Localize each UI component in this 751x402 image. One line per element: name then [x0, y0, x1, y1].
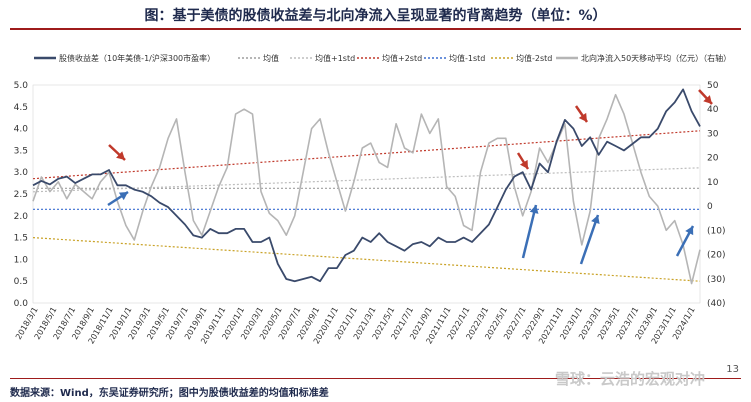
left-tick-label: 3.5 [14, 146, 28, 156]
footer-divider [10, 378, 741, 379]
right-tick-label: (30) [707, 275, 725, 285]
chart: 股债收益差（10年美债-1/沪深300市盈率） 均值 均值+1std 均值+2std 均… [14, 53, 732, 346]
chart-title: 图：基于美债的股债收益差与北向净流入呈现显著的背离趋势（单位：%） [144, 8, 607, 24]
right-tick-label: (20) [707, 251, 725, 261]
left-tick-label: 4.5 [14, 103, 28, 113]
red-arrow-head [578, 112, 587, 122]
right-tick-label: 10 [707, 178, 719, 188]
left-tick-label: 2.5 [14, 190, 28, 200]
right-tick-label: (10) [707, 226, 725, 236]
left-tick-label: 2.0 [14, 212, 29, 222]
legend-label: 均值-1std [449, 53, 485, 63]
blue-arrow-head [118, 192, 128, 201]
plus1std-line [32, 167, 701, 193]
annotation-arrows [107, 89, 713, 265]
left-tick-label: 5.0 [14, 81, 29, 91]
blue-arrow-head [591, 215, 600, 225]
northbound-flow-line [32, 93, 701, 285]
right-tick-label: 40 [707, 105, 719, 115]
blue-arrow [579, 214, 600, 265]
legend-label: 北向净流入50天移动平均（亿元）（右轴） [581, 53, 731, 63]
left-tick-label: 0.0 [14, 299, 29, 309]
red-arrow-head [116, 151, 125, 160]
title-divider [10, 28, 741, 30]
plot-frame [32, 84, 701, 304]
left-tick-label: 4.0 [14, 125, 29, 135]
right-tick-label: 20 [707, 154, 719, 164]
blue-arrow [521, 204, 538, 259]
plot-area [32, 84, 701, 304]
legend-label: 均值 [263, 53, 279, 63]
right-tick-label: 50 [707, 81, 719, 91]
plus2std-line [32, 130, 701, 180]
red-arrow-head [519, 159, 528, 169]
legend-label: 股债收益差（10年美债-1/沪深300市盈率） [59, 53, 215, 63]
legend: 股债收益差（10年美债-1/沪深300市盈率） 均值 均值+1std 均值+2std 均… [34, 53, 731, 63]
x-axis: 2018/3/12018/5/12018/7/12018/9/12018/11/… [14, 306, 697, 346]
left-tick-label: 1.0 [14, 255, 29, 265]
minus2std-line [32, 237, 701, 282]
right-tick-label: 30 [707, 129, 719, 139]
red-arrow-head [703, 95, 712, 104]
watermark: 雪球：云浩的宏观对冲 [554, 370, 705, 388]
right-tick-label: 0 [707, 202, 713, 212]
page-number: 13 [726, 364, 739, 375]
equity-bond-spread-line [32, 88, 701, 283]
left-tick-label: 3.0 [14, 168, 29, 178]
legend-label: 均值-2std [516, 53, 552, 63]
legend-label: 均值+2std [382, 53, 422, 63]
right-axis: (40) (30) (20) (10) 0 10 20 30 40 50 [707, 81, 725, 309]
blue-arrow-head [529, 205, 539, 214]
legend-label: 均值+1std [315, 53, 355, 63]
data-source: 数据来源：Wind，东吴证券研究所；图中为股债收益差的均值和标准差 [10, 388, 329, 399]
left-axis: 0.0 0.5 1.0 1.5 2.0 2.5 3.0 3.5 4.0 4.5 5.0 [14, 81, 29, 309]
blue-arrow-head [685, 226, 694, 236]
right-tick-label: (40) [707, 299, 725, 309]
left-tick-label: 0.5 [14, 277, 28, 287]
left-tick-label: 1.5 [14, 234, 28, 244]
